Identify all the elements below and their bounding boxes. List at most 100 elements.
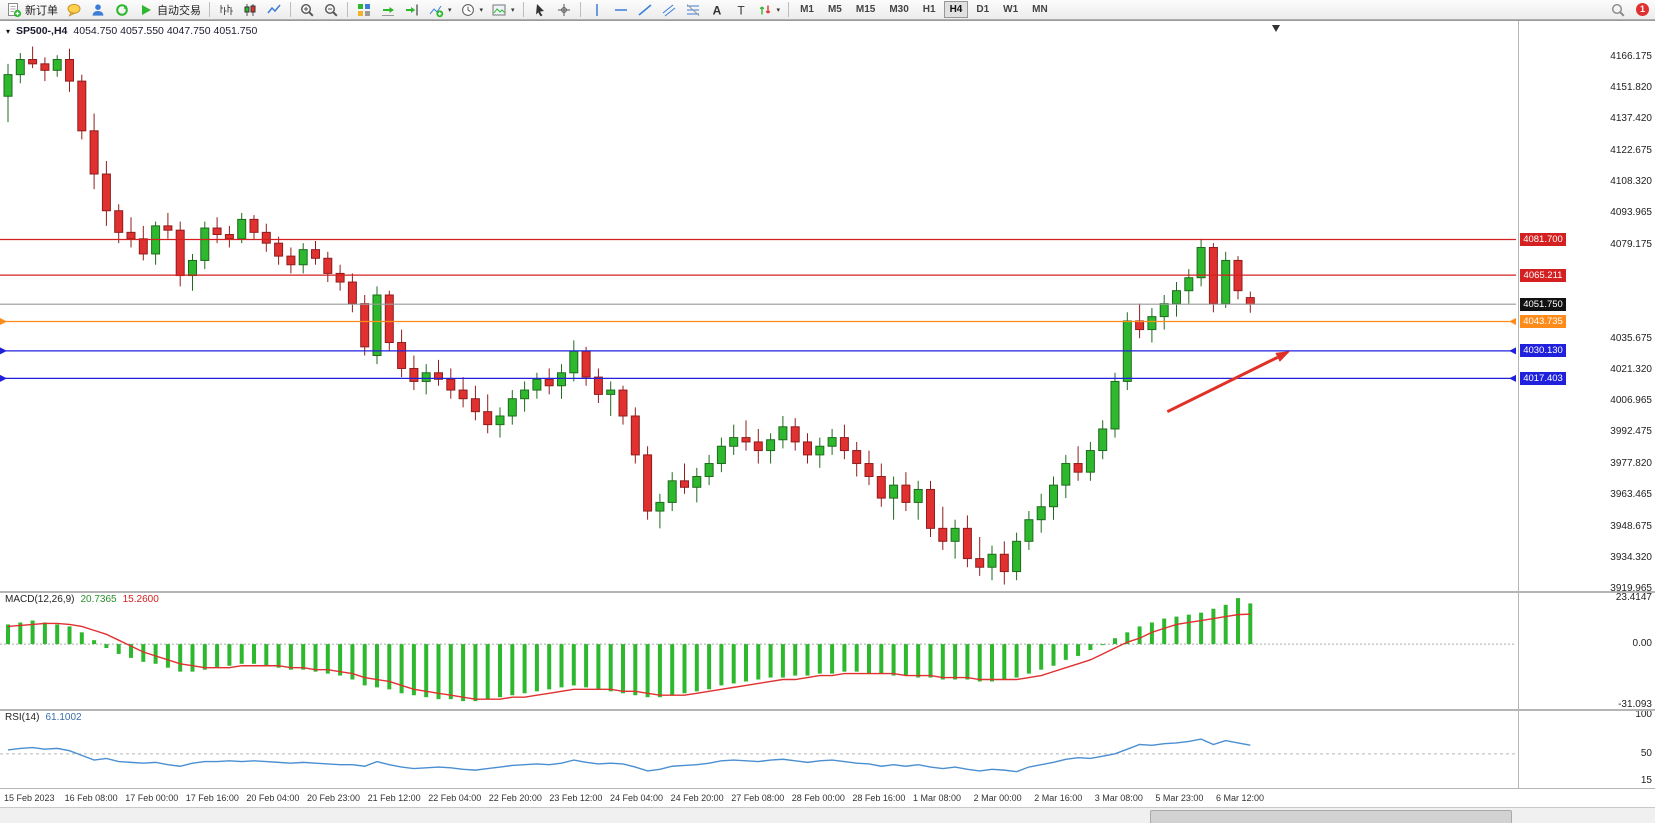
- zoom-out-icon[interactable]: [319, 1, 343, 19]
- timeframe-m15[interactable]: M15: [850, 1, 881, 18]
- macd-bar: [1137, 626, 1142, 645]
- chart-shift-icon: [406, 4, 418, 15]
- time-tick: 20 Feb 23:00: [307, 793, 361, 803]
- line-chart-icon[interactable]: [262, 1, 286, 19]
- candlestick-chart-icon[interactable]: [238, 1, 262, 19]
- horizontal-scrollbar[interactable]: [0, 807, 1655, 823]
- svg-text:A: A: [712, 3, 721, 17]
- line-end-arrow: [0, 347, 7, 355]
- timeframe-m30[interactable]: M30: [883, 1, 914, 18]
- macd-name: MACD(12,26,9): [5, 594, 75, 605]
- candle-body: [335, 272, 345, 283]
- chart-collapse-icon[interactable]: ▾: [6, 26, 11, 36]
- candle-body: [1073, 463, 1083, 473]
- timeframe-h1[interactable]: H1: [917, 1, 942, 18]
- macd-bar: [448, 644, 453, 700]
- macd-bar: [756, 644, 761, 680]
- timeframe-m1[interactable]: M1: [794, 1, 820, 18]
- macd-bar: [227, 644, 232, 666]
- timeframe-mn[interactable]: MN: [1026, 1, 1054, 18]
- support-line-blue-lower[interactable]: [0, 374, 1516, 382]
- macd-bar: [547, 644, 552, 690]
- channel-icon[interactable]: [657, 1, 681, 19]
- price-tick: 4006.965: [1610, 394, 1652, 406]
- bar-chart-icon[interactable]: [214, 1, 238, 19]
- macd-bar: [1162, 618, 1167, 645]
- zoom-in-icon[interactable]: [295, 1, 319, 19]
- panel-splitter[interactable]: [0, 591, 1655, 593]
- macd-bar: [657, 644, 662, 698]
- macd-bar: [18, 622, 23, 645]
- candle-body: [839, 437, 849, 452]
- trendline-icon[interactable]: [633, 1, 657, 19]
- candle-body: [889, 484, 899, 499]
- text-icon[interactable]: A: [705, 1, 729, 19]
- candle-body: [1024, 519, 1034, 542]
- macd-bar: [325, 644, 330, 674]
- new-order-button[interactable]: 新订单: [2, 1, 62, 19]
- macd-bar: [411, 644, 416, 696]
- arrows-icon[interactable]: ▾: [753, 1, 785, 19]
- toolbar-right: 1: [1606, 1, 1653, 19]
- macd-bar: [854, 644, 859, 672]
- candle-body: [1061, 463, 1071, 486]
- trend-arrow[interactable]: [1166, 351, 1291, 414]
- candle-body: [360, 303, 370, 348]
- candle-body: [421, 372, 431, 382]
- panel-splitter[interactable]: [0, 709, 1655, 711]
- candle-body: [667, 480, 677, 503]
- chart-shift-icon[interactable]: [400, 1, 424, 19]
- toolbar: 新订单 自动交易 ▾ ▾ ▾ A T ▾ M1 M5 M15 M30 H1 H4 D1 W1 MN 1: [0, 0, 1655, 20]
- candle-body: [323, 257, 333, 274]
- ideas-icon[interactable]: [62, 1, 86, 19]
- candle-body: [261, 231, 271, 244]
- indicators-icon[interactable]: ▾: [424, 1, 456, 19]
- templates-icon[interactable]: ▾: [487, 1, 519, 19]
- macd-bar: [1174, 616, 1179, 645]
- tile-windows-icon[interactable]: [352, 1, 376, 19]
- market-refresh-icon[interactable]: [110, 1, 134, 19]
- macd-bar: [1125, 632, 1130, 645]
- scrollbar-thumb[interactable]: [1150, 810, 1512, 823]
- candle-body: [495, 415, 505, 426]
- search-button[interactable]: [1606, 1, 1630, 19]
- candle-body: [557, 372, 566, 387]
- toolbar-separator: [522, 2, 524, 17]
- horizontal-line-icon[interactable]: [609, 1, 633, 19]
- crosshair-icon[interactable]: [552, 1, 576, 19]
- vertical-line-icon[interactable]: [585, 1, 609, 19]
- autotrading-button[interactable]: 自动交易: [134, 1, 205, 19]
- candle-body: [1159, 303, 1169, 318]
- candle-body: [200, 227, 210, 261]
- line-chart-icon: [267, 4, 281, 13]
- support-line-orange[interactable]: [0, 318, 1516, 326]
- label-icon[interactable]: T: [729, 1, 753, 19]
- periods-icon[interactable]: ▾: [456, 1, 488, 19]
- crosshair-icon: [557, 3, 570, 16]
- macd-bar: [1002, 644, 1007, 680]
- candle-body: [1147, 316, 1157, 331]
- chart-shift-marker[interactable]: [1272, 25, 1280, 32]
- fibonacci-icon[interactable]: [681, 1, 705, 19]
- macd-bar: [387, 644, 392, 690]
- candle-body: [126, 231, 136, 240]
- search-icon: [1611, 3, 1625, 17]
- price-axis[interactable]: 4166.175 4151.820 4137.420 4122.675 4108.320…: [1518, 21, 1655, 807]
- timeframe-w1[interactable]: W1: [997, 1, 1024, 18]
- candle-body: [593, 376, 603, 395]
- timeframe-m5[interactable]: M5: [822, 1, 848, 18]
- rsi-axis-tick: 100: [1635, 709, 1652, 720]
- notification-badge[interactable]: 1: [1636, 3, 1649, 16]
- price-tag-4051.750: 4051.750: [1520, 297, 1566, 311]
- candle-body: [1135, 320, 1145, 331]
- timeframe-h4[interactable]: H4: [943, 1, 969, 18]
- support-line-blue-upper[interactable]: [0, 347, 1516, 355]
- macd-bar: [510, 644, 515, 696]
- time-axis[interactable]: 15 Feb 2023 16 Feb 08:00 17 Feb 00:00 17 Fe…: [0, 788, 1655, 808]
- cursor-icon[interactable]: [528, 1, 552, 19]
- community-icon[interactable]: [86, 1, 110, 19]
- auto-scroll-icon[interactable]: [376, 1, 400, 19]
- timeframe-d1[interactable]: D1: [970, 1, 995, 18]
- time-tick: 6 Mar 12:00: [1216, 793, 1265, 803]
- candle-body: [581, 350, 591, 378]
